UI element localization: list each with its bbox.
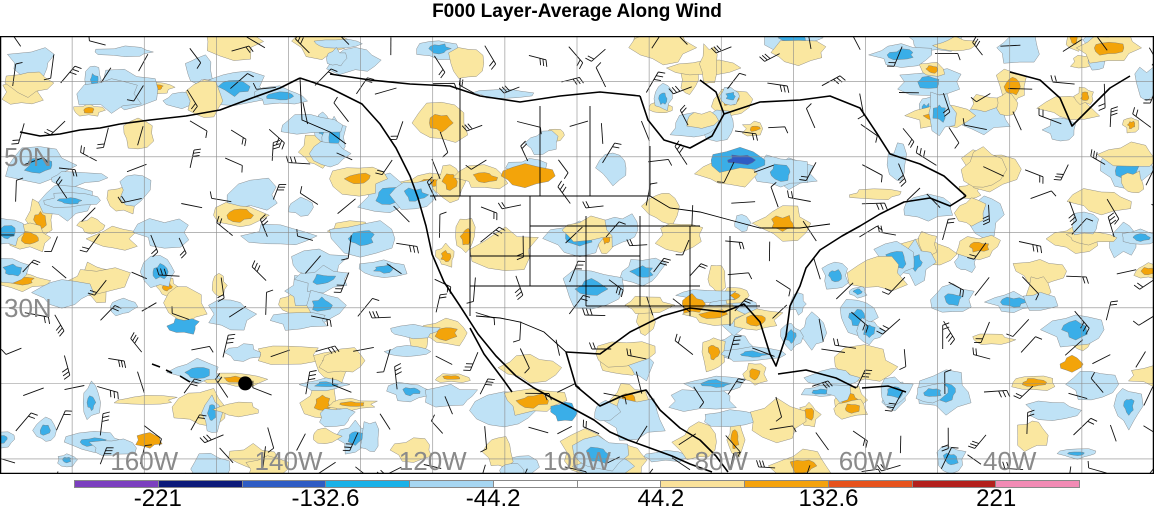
weather-map: 50N 30N 160W 140W 120W 100W 80W 60W 40W (0, 36, 1154, 474)
lat-label: 30N (4, 293, 52, 323)
legend-label: -132.6 (291, 486, 359, 511)
legend-label: -44.2 (466, 486, 521, 511)
lon-label: 60W (839, 446, 893, 474)
lon-label: 40W (983, 446, 1037, 474)
lon-label: 120W (399, 446, 467, 474)
legend-label: 221 (976, 486, 1016, 511)
legend-label: 44.2 (637, 486, 684, 511)
lon-label: 160W (110, 446, 178, 474)
lon-label: 80W (695, 446, 749, 474)
negative-light-region (1073, 212, 1099, 235)
lon-label: 100W (543, 446, 611, 474)
lat-label: 50N (4, 142, 52, 172)
legend-label: 132.6 (798, 486, 858, 511)
positive-mid-region (84, 107, 94, 113)
legend-label: -221 (134, 486, 182, 511)
positive-mid-region (443, 376, 460, 380)
lon-label: 140W (255, 446, 323, 474)
legend-labels: -221 -132.6 -44.2 44.2 132.6 221 (0, 486, 1154, 511)
map-title: F000 Layer-Average Along Wind (0, 0, 1154, 26)
location-marker (238, 376, 252, 390)
